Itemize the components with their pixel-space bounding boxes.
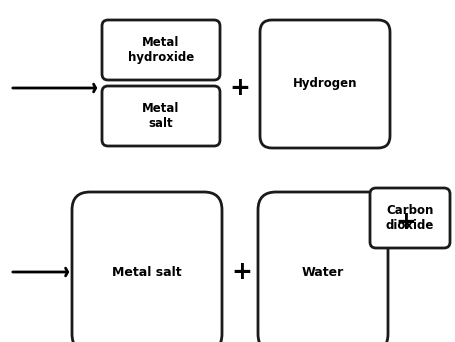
Text: +: + [231,260,252,284]
Text: Metal salt: Metal salt [112,265,182,278]
FancyBboxPatch shape [369,188,449,248]
Text: Metal
salt: Metal salt [142,102,179,130]
FancyBboxPatch shape [102,20,219,80]
Text: Carbon
dioxide: Carbon dioxide [385,204,433,232]
Text: Metal
hydroxide: Metal hydroxide [127,36,194,64]
FancyBboxPatch shape [259,20,389,148]
Text: +: + [229,76,250,100]
FancyBboxPatch shape [72,192,222,342]
FancyBboxPatch shape [258,192,387,342]
Text: Water: Water [301,265,344,278]
FancyBboxPatch shape [102,86,219,146]
Text: Hydrogen: Hydrogen [292,78,356,91]
Text: +: + [394,210,415,234]
